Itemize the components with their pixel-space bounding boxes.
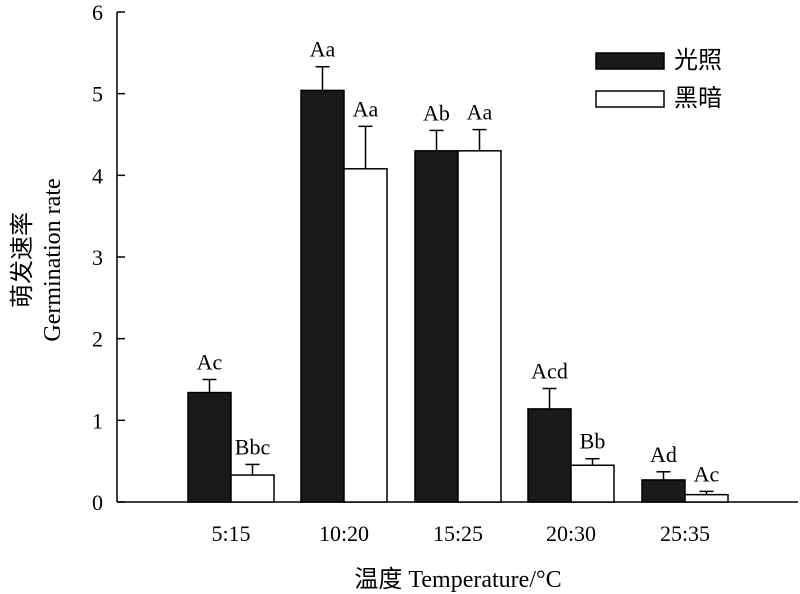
y-tick-label: 3 xyxy=(92,245,103,270)
legend-label: 黑暗 xyxy=(674,85,722,112)
y-tick-label: 4 xyxy=(92,163,103,188)
significance-label: Aa xyxy=(310,37,336,62)
y-axis-title-en: Germination rate xyxy=(40,178,66,341)
y-axis-title-cn: 萌发速率 xyxy=(9,212,36,308)
significance-label: Ac xyxy=(197,350,223,375)
y-axis-title: 萌发速率 Germination rate xyxy=(9,178,66,341)
significance-label: Ad xyxy=(650,442,677,467)
bar xyxy=(300,89,345,503)
bar xyxy=(527,408,572,503)
bar xyxy=(414,150,459,503)
bar xyxy=(570,464,615,503)
y-tick-label: 2 xyxy=(92,327,103,352)
significance-label: Bb xyxy=(580,429,606,454)
bar xyxy=(230,474,275,503)
x-tick-label: 5:15 xyxy=(211,521,250,546)
legend-label: 光照 xyxy=(674,47,722,74)
legend-swatch xyxy=(595,90,665,108)
bars: Ac Aa Ab Acd Ad Bbc Aa Aa Bb Ac xyxy=(187,37,729,503)
significance-label: Bbc xyxy=(235,434,271,459)
y-tick-label: 6 xyxy=(92,0,103,25)
y-tick-label: 5 xyxy=(92,82,103,107)
axes: 0 1 2 3 4 5 6 5:15 10:20 15:25 20:30 25:35 xyxy=(92,0,798,546)
bar xyxy=(457,150,502,503)
bar xyxy=(187,391,232,503)
significance-label: Acd xyxy=(531,358,568,383)
bar xyxy=(641,479,686,503)
significance-label: Aa xyxy=(467,100,493,125)
y-tick-label: 1 xyxy=(92,408,103,433)
x-axis-title: 温度 Temperature/°C xyxy=(354,566,561,593)
x-tick-label: 20:30 xyxy=(546,521,596,546)
significance-label: Ab xyxy=(423,100,450,125)
significance-label: Ac xyxy=(694,461,720,486)
bar xyxy=(343,168,388,503)
y-tick-label: 0 xyxy=(92,490,103,515)
significance-label: Aa xyxy=(353,96,379,121)
x-tick-label: 10:20 xyxy=(319,521,369,546)
bar xyxy=(684,493,729,503)
x-tick-label: 25:35 xyxy=(660,521,710,546)
x-tick-label: 15:25 xyxy=(433,521,483,546)
legend-swatch xyxy=(595,52,665,70)
